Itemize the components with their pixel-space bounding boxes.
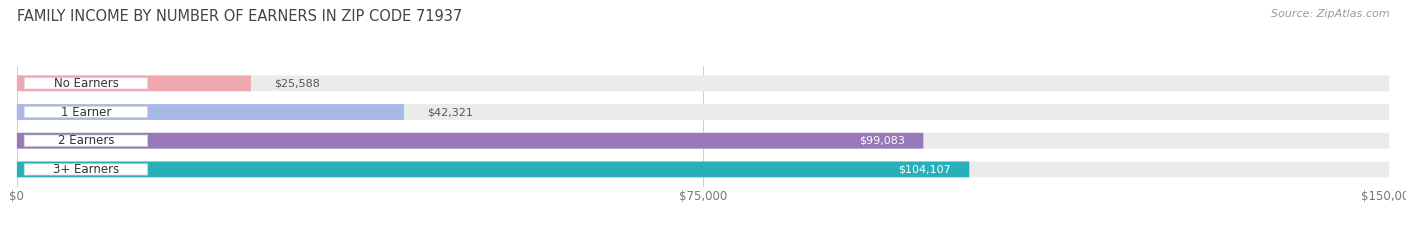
FancyBboxPatch shape: [24, 135, 148, 146]
FancyBboxPatch shape: [24, 78, 148, 89]
Text: Source: ZipAtlas.com: Source: ZipAtlas.com: [1271, 9, 1389, 19]
Text: $99,083: $99,083: [859, 136, 905, 146]
FancyBboxPatch shape: [17, 75, 250, 91]
FancyBboxPatch shape: [24, 164, 148, 175]
Text: FAMILY INCOME BY NUMBER OF EARNERS IN ZIP CODE 71937: FAMILY INCOME BY NUMBER OF EARNERS IN ZI…: [17, 9, 463, 24]
Text: No Earners: No Earners: [53, 77, 118, 90]
FancyBboxPatch shape: [17, 133, 924, 149]
Text: $25,588: $25,588: [274, 78, 319, 88]
FancyBboxPatch shape: [17, 161, 969, 177]
Text: 1 Earner: 1 Earner: [60, 106, 111, 118]
FancyBboxPatch shape: [17, 75, 1389, 91]
FancyBboxPatch shape: [17, 133, 1389, 149]
Text: $42,321: $42,321: [427, 107, 472, 117]
FancyBboxPatch shape: [17, 161, 1389, 177]
Text: 3+ Earners: 3+ Earners: [53, 163, 120, 176]
Text: 2 Earners: 2 Earners: [58, 134, 114, 147]
FancyBboxPatch shape: [24, 106, 148, 118]
FancyBboxPatch shape: [17, 104, 404, 120]
Text: $104,107: $104,107: [898, 165, 950, 174]
FancyBboxPatch shape: [17, 104, 1389, 120]
